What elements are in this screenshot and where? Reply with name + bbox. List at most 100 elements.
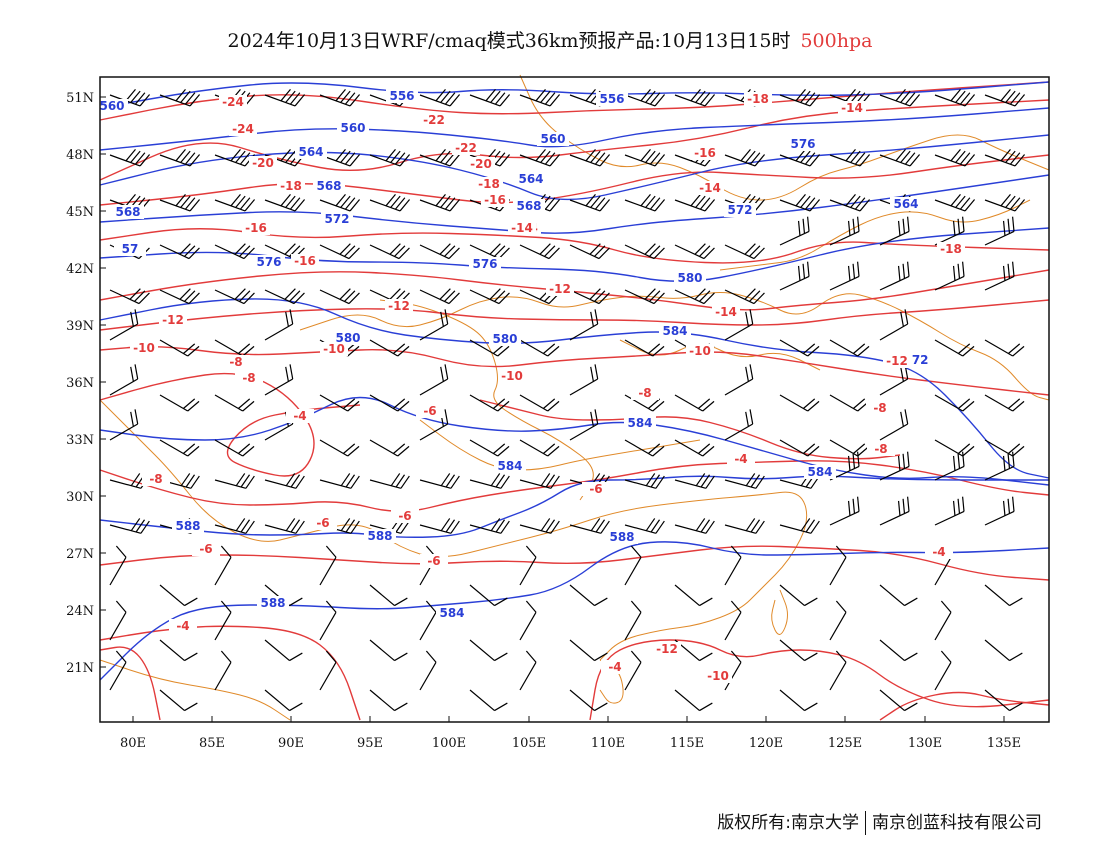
wind-barb bbox=[674, 518, 715, 534]
label-bg bbox=[631, 386, 659, 400]
wind-barb bbox=[214, 650, 232, 691]
wind-barb bbox=[829, 600, 847, 641]
wind-barb bbox=[829, 339, 870, 357]
label-bg bbox=[192, 542, 220, 556]
label-bg bbox=[229, 122, 257, 136]
wind-barb bbox=[984, 639, 1023, 662]
wind-barb bbox=[214, 600, 232, 641]
wind-barb bbox=[569, 243, 610, 260]
wind-barb bbox=[879, 639, 918, 662]
wind-barb bbox=[569, 639, 608, 662]
temperature-contour bbox=[589, 639, 1050, 721]
wind-barb bbox=[214, 339, 255, 357]
wind-barb bbox=[829, 545, 847, 586]
wind-barb bbox=[934, 339, 975, 357]
label-bg bbox=[130, 341, 158, 355]
height-label: 576 bbox=[256, 255, 281, 269]
wind-barb bbox=[369, 439, 410, 457]
height-label: 564 bbox=[518, 172, 543, 186]
footer: 版权所有:南京大学 南京创蓝科技有限公司 bbox=[717, 808, 1042, 835]
wind-barb bbox=[674, 439, 715, 457]
wind-barb bbox=[419, 364, 449, 396]
label-bg bbox=[804, 465, 836, 479]
temperature-label: -6 bbox=[199, 542, 212, 556]
wind-barb bbox=[264, 309, 294, 341]
pressure-level: 500hpa bbox=[800, 30, 873, 52]
temperature-label: -12 bbox=[549, 282, 571, 296]
wind-barb bbox=[419, 88, 461, 107]
temperature-label: -12 bbox=[656, 642, 678, 656]
label-bg bbox=[937, 242, 965, 256]
temperature-label: -16 bbox=[694, 146, 716, 160]
height-label: 572 bbox=[324, 212, 349, 226]
temperature-contour bbox=[99, 625, 361, 721]
label-bg bbox=[744, 92, 772, 106]
height-contour bbox=[99, 81, 1050, 109]
wind-barb bbox=[319, 243, 360, 260]
coastline bbox=[99, 399, 808, 661]
temperature-contour bbox=[99, 346, 1050, 396]
height-label: 560 bbox=[99, 99, 124, 113]
wind-barb bbox=[829, 394, 870, 412]
label-bg bbox=[691, 146, 719, 160]
wind-barb bbox=[879, 584, 918, 607]
label-bg bbox=[420, 554, 448, 568]
wind-barb bbox=[369, 148, 411, 167]
wind-barb bbox=[109, 288, 150, 305]
wind-barb bbox=[159, 88, 201, 107]
label-bg bbox=[385, 299, 413, 313]
height-label: 580 bbox=[335, 331, 360, 345]
wind-barb bbox=[469, 394, 510, 412]
wind-barb bbox=[369, 584, 408, 607]
height-label: 556 bbox=[599, 92, 624, 106]
wind-barb bbox=[624, 339, 665, 357]
label-bg bbox=[674, 271, 706, 285]
coastline bbox=[379, 299, 594, 501]
temperature-contour bbox=[99, 269, 1050, 311]
wind-barb bbox=[369, 473, 410, 489]
wind-barb bbox=[724, 288, 765, 305]
wind-barb bbox=[724, 243, 765, 260]
wind-barb bbox=[469, 639, 508, 662]
label-bg bbox=[867, 442, 895, 456]
wind-barb bbox=[159, 689, 198, 712]
temperature-contour bbox=[99, 545, 1050, 581]
wind-barb bbox=[109, 309, 139, 341]
wind-barb bbox=[624, 439, 665, 457]
wind-barb bbox=[674, 88, 716, 107]
height-contours bbox=[99, 81, 1050, 681]
temperature-label: -10 bbox=[323, 342, 345, 356]
label-bg bbox=[469, 257, 501, 271]
wind-barb bbox=[419, 600, 437, 641]
wind-barb bbox=[214, 243, 255, 260]
lat-label: 51N bbox=[66, 91, 94, 106]
lon-label: 85E bbox=[199, 736, 225, 751]
height-label: 572 bbox=[727, 203, 752, 217]
wind-barb bbox=[519, 88, 561, 107]
wind-barb bbox=[779, 148, 821, 167]
y-axis-labels: 51N 48N 45N 42N 39N 36N 33N 30N 27N 24N 21N bbox=[66, 91, 94, 676]
wind-barb bbox=[779, 394, 820, 412]
temperature-label: -16 bbox=[294, 254, 316, 268]
wind-barb bbox=[624, 600, 642, 641]
temperature-label: -6 bbox=[589, 482, 602, 496]
label-bg bbox=[337, 121, 369, 135]
lon-label: 115E bbox=[670, 736, 704, 751]
temperature-label: -14 bbox=[699, 181, 721, 195]
wind-barb bbox=[569, 288, 610, 305]
label-bg bbox=[235, 371, 263, 385]
wind-barb bbox=[519, 650, 537, 691]
wind-barb bbox=[829, 193, 871, 212]
wind-barb bbox=[109, 545, 127, 586]
label-bg bbox=[291, 254, 319, 268]
height-contour bbox=[99, 107, 1050, 151]
wind-barb bbox=[569, 518, 610, 534]
wind-barb bbox=[624, 88, 666, 107]
label-bg bbox=[582, 482, 610, 496]
wind-barb bbox=[569, 584, 608, 607]
lon-label: 105E bbox=[512, 736, 546, 751]
wind-barb bbox=[779, 639, 818, 662]
wind-barb bbox=[779, 339, 820, 357]
label-bg bbox=[481, 193, 509, 207]
wind-barb bbox=[934, 216, 965, 246]
